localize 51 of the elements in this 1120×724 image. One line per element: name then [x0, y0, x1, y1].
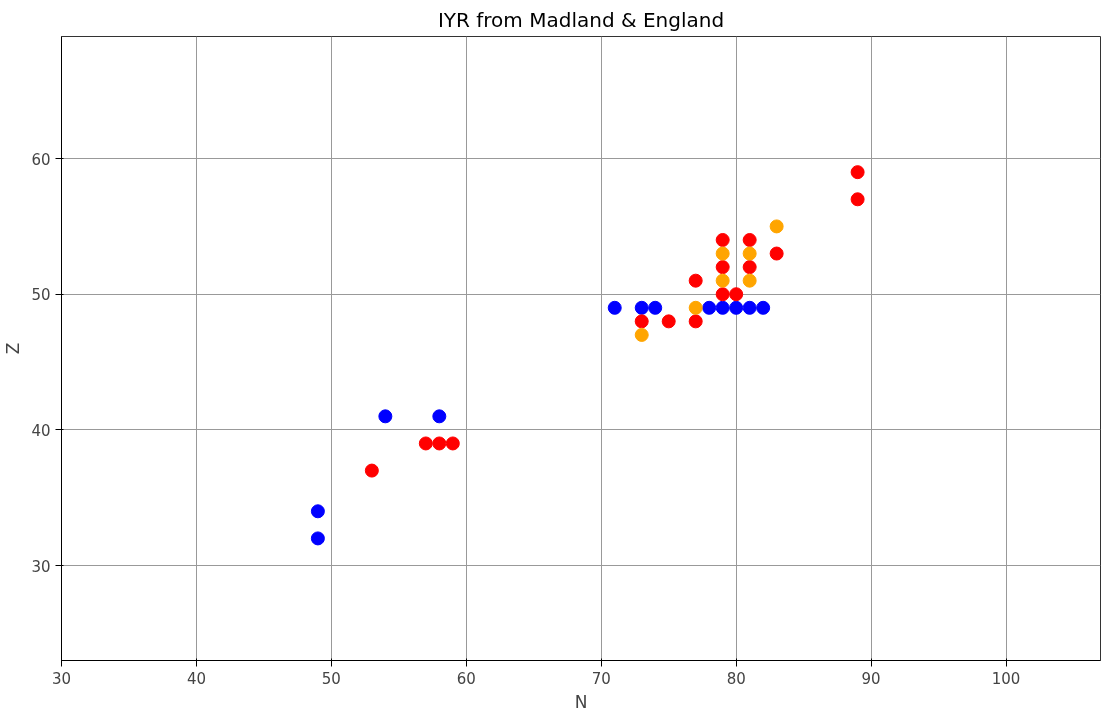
point [648, 300, 663, 315]
point [688, 273, 703, 288]
point [310, 504, 325, 519]
point [715, 232, 730, 247]
point [432, 409, 447, 424]
x-tick-label: 80 [726, 669, 746, 688]
point [729, 300, 744, 315]
point [418, 436, 433, 451]
y-tick-label: 50 [31, 286, 51, 305]
point [607, 300, 622, 315]
point [634, 327, 649, 342]
point [310, 531, 325, 546]
point [850, 192, 865, 207]
point [702, 300, 717, 315]
point [688, 314, 703, 329]
point [756, 300, 771, 315]
x-axis-title: N [574, 691, 588, 712]
y-axis-title: Z [3, 342, 24, 355]
x-tick-label: 100 [991, 669, 1021, 688]
point [742, 260, 757, 275]
point [661, 314, 676, 329]
point [715, 273, 730, 288]
point [729, 287, 744, 302]
x-tick-label: 60 [456, 669, 476, 688]
chart-title: IYR from Madland & England [437, 7, 725, 32]
point [769, 246, 784, 261]
x-tick-label: 30 [51, 669, 72, 688]
point [364, 463, 379, 478]
point [432, 436, 447, 451]
x-tick-label: 50 [321, 669, 341, 688]
point [715, 287, 730, 302]
point [688, 300, 703, 315]
point [742, 300, 757, 315]
y-tick-label: 30 [31, 557, 51, 576]
point [715, 246, 730, 261]
point [445, 436, 460, 451]
point [742, 232, 757, 247]
point [715, 260, 730, 275]
point [715, 300, 730, 315]
y-tick-label: 40 [31, 421, 51, 440]
point [378, 409, 393, 424]
x-tick-label: 90 [861, 669, 881, 688]
point [850, 165, 865, 180]
point [742, 273, 757, 288]
point [634, 300, 649, 315]
x-tick-label: 40 [186, 669, 206, 688]
point [634, 314, 649, 329]
x-tick-label: 70 [591, 669, 611, 688]
point [742, 246, 757, 261]
point [769, 219, 784, 234]
y-tick-label: 60 [31, 150, 51, 169]
